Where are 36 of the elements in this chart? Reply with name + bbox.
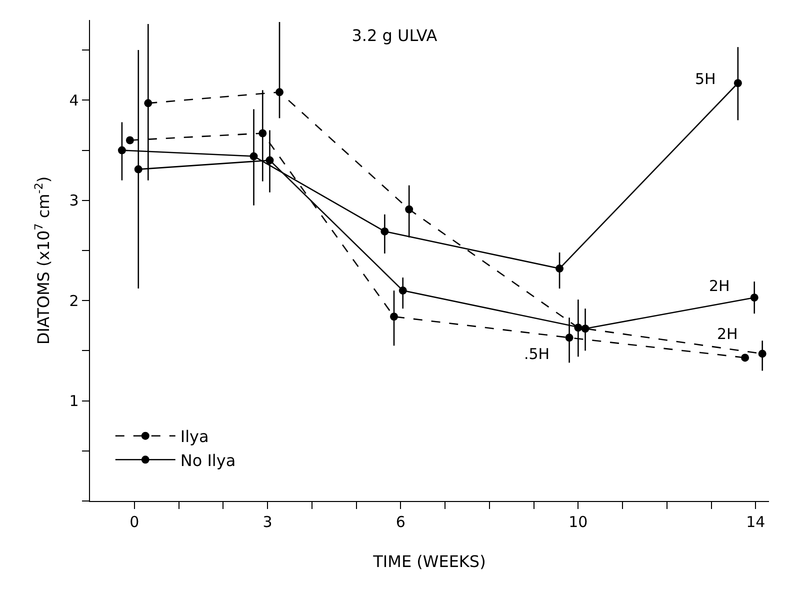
y-tick-label: 1 [69, 392, 79, 410]
point [144, 99, 152, 108]
x-axis-title: TIME (WEEKS) [372, 552, 486, 571]
annotation: 2H [717, 325, 738, 343]
y-tick-label: 4 [69, 91, 79, 110]
y-tick-label: 2 [69, 292, 79, 310]
point [134, 165, 142, 174]
legend-label: No Ilya [180, 450, 236, 470]
x-tick-label: 6 [396, 513, 406, 532]
point [258, 129, 267, 138]
x-tick-label: 10 [568, 513, 588, 532]
annotation: .5H [524, 345, 550, 363]
annotation: 5H [695, 70, 716, 88]
point [556, 264, 564, 273]
point [741, 354, 750, 362]
x-tick-label: 14 [746, 513, 766, 532]
point [734, 79, 742, 88]
annotation: 2H [709, 277, 730, 295]
point [390, 312, 398, 321]
x-tick-label: 3 [262, 513, 272, 532]
y-tick-label: 3 [69, 192, 79, 210]
point [266, 156, 274, 164]
point [276, 88, 284, 96]
x-tick-label: 0 [130, 513, 140, 532]
point [118, 146, 126, 154]
chart-title: 3.2 g ULVA [352, 26, 438, 45]
point [126, 136, 134, 144]
point [581, 324, 590, 333]
point [750, 294, 758, 302]
point [758, 350, 766, 358]
point [405, 205, 414, 214]
point [398, 286, 407, 295]
point [380, 227, 389, 236]
point [250, 152, 258, 160]
point [565, 334, 574, 342]
legend-label: Ilya [180, 427, 209, 446]
